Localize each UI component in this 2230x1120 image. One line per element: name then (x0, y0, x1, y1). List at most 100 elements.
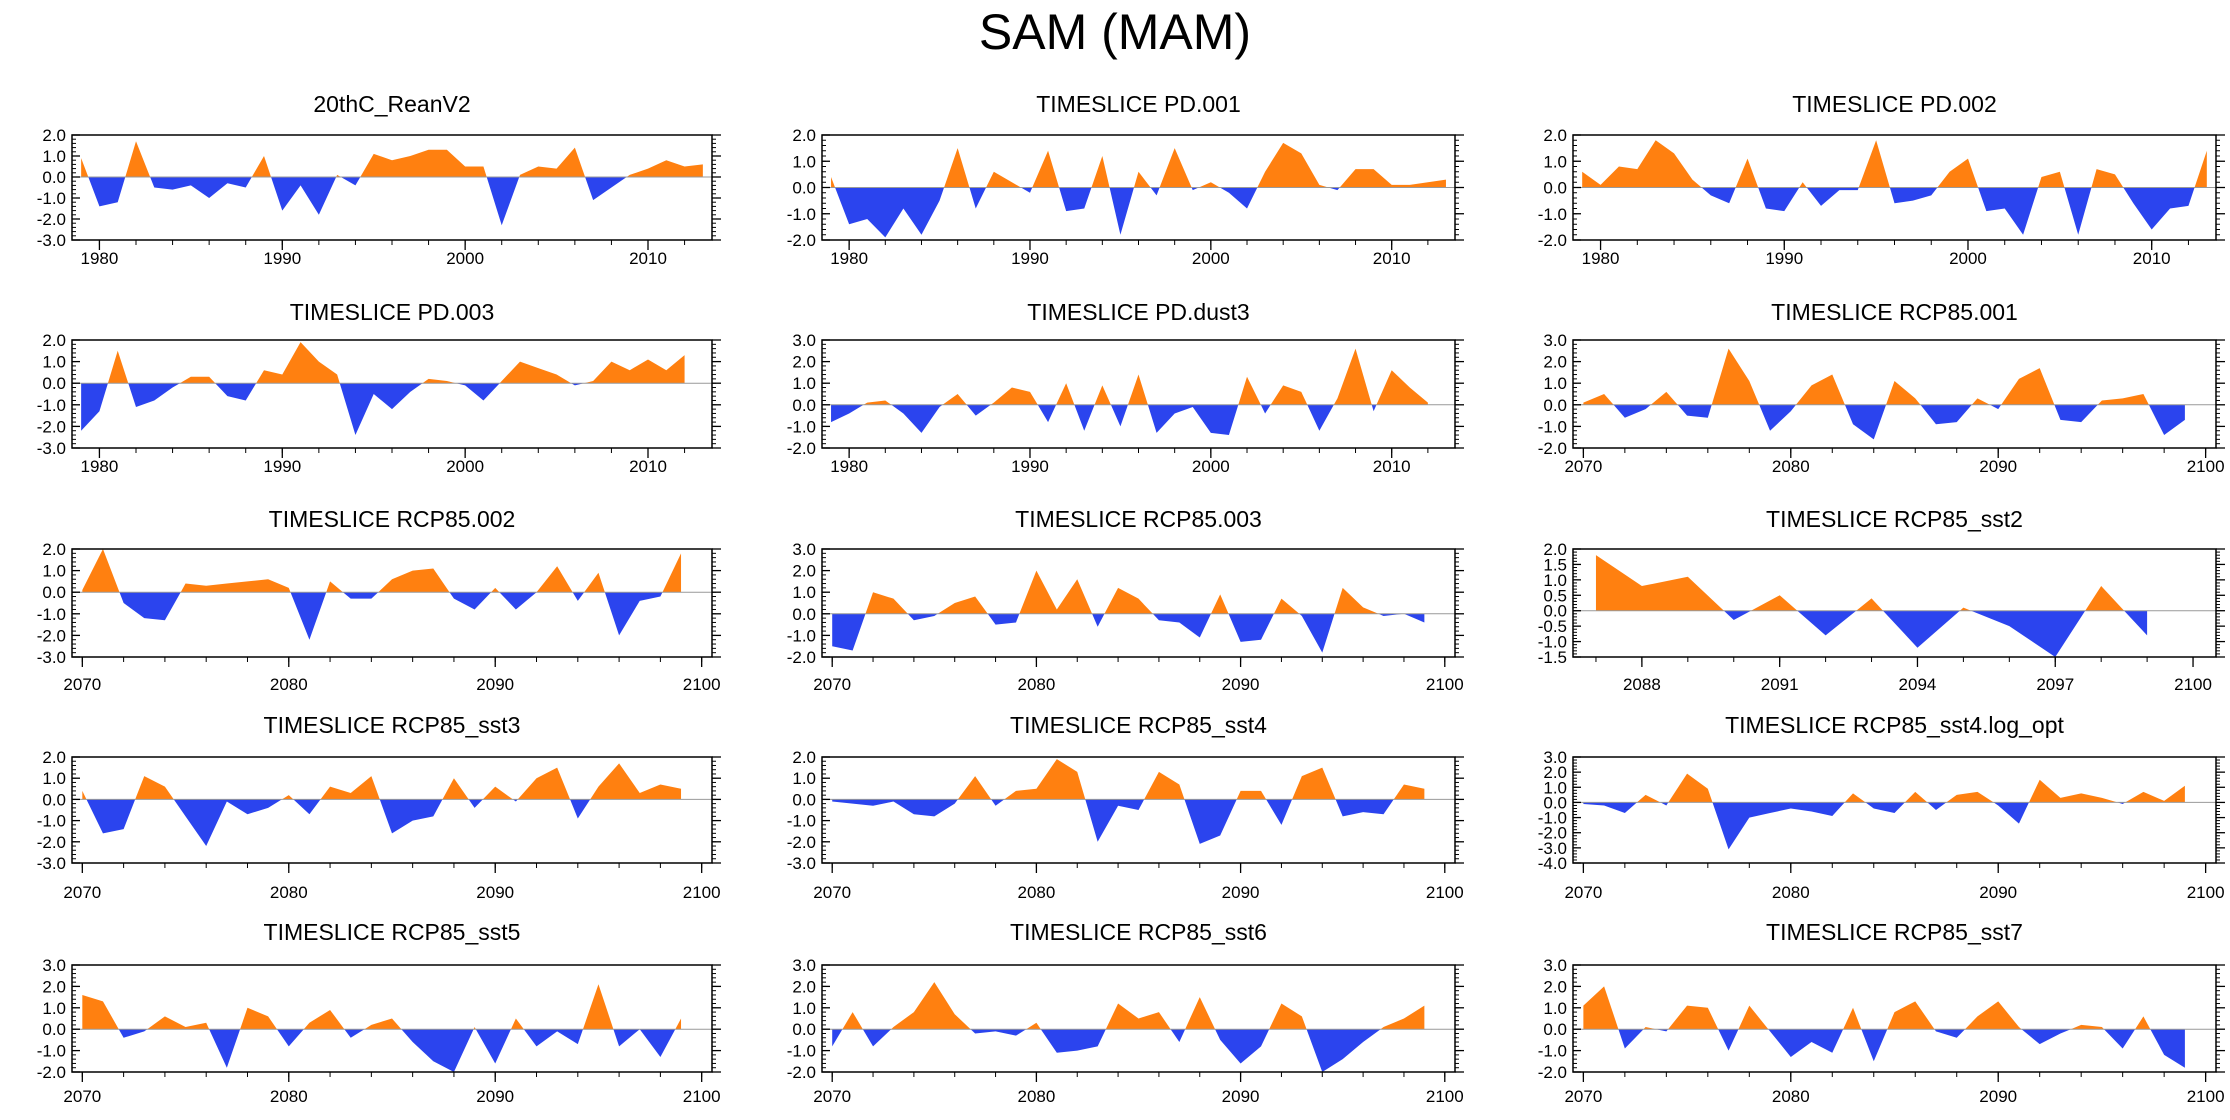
y-tick-label: -2.0 (37, 626, 66, 645)
x-tick-label: 2100 (2187, 1087, 2225, 1106)
positive-area (1595, 555, 2148, 611)
x-tick-label: 2097 (2036, 675, 2074, 694)
y-tick-label: -3.0 (787, 854, 816, 873)
positive-area (82, 984, 682, 1030)
chart-title: TIMESLICE RCP85_sst4.log_opt (1725, 712, 2064, 738)
y-tick-label: -2.0 (787, 1063, 816, 1082)
positive-area (81, 342, 685, 384)
x-tick-label: 2000 (446, 457, 484, 476)
chart-title: TIMESLICE PD.001 (1036, 91, 1241, 117)
y-tick-label: 0.0 (42, 374, 66, 393)
y-tick-label: 1.0 (1543, 999, 1567, 1018)
x-tick-label: 2100 (1426, 1087, 1464, 1106)
y-tick-label: 2.0 (792, 562, 816, 581)
x-tick-label: 2000 (446, 249, 484, 268)
chart-title: TIMESLICE RCP85_sst5 (264, 919, 521, 945)
x-tick-label: 1980 (81, 249, 119, 268)
page-title: SAM (MAM) (978, 4, 1252, 60)
chart-panel: TIMESLICE RCP85_sst2-1.5-1.0-0.50.00.51.… (1538, 506, 2225, 694)
x-tick-label: 1990 (1011, 457, 1049, 476)
y-tick-label: 1.0 (42, 999, 66, 1018)
negative-area (81, 383, 685, 436)
chart-panel: TIMESLICE RCP85.001 -2.0 -1.0 0.0 1.0 2.0 3.0 2… (1538, 299, 2225, 476)
x-tick-label: 2000 (1949, 249, 1987, 268)
plot-frame (71, 756, 713, 864)
y-tick-label: -3.0 (37, 231, 66, 250)
chart-title: TIMESLICE RCP85.003 (1015, 506, 1262, 532)
y-tick-label: 1.0 (42, 147, 66, 166)
chart-panel: TIMESLICE PD.003 -3.0 -2.0 -1.0 0.0 1.0 2.0 198… (37, 299, 721, 476)
y-tick-label: 0.0 (792, 1020, 816, 1039)
x-tick-label: 1980 (830, 249, 868, 268)
chart-panel: TIMESLICE RCP85_sst3 -3.0 -2.0 -1.0 0.0 1.0 2.… (37, 712, 721, 902)
negative-area (1582, 187, 2207, 235)
y-tick-label: 0.0 (1543, 602, 1567, 621)
x-tick-label: 2080 (1017, 883, 1055, 902)
negative-area (831, 404, 1428, 436)
positive-area (832, 570, 1425, 614)
y-tick-label: 3.0 (42, 956, 66, 975)
y-tick-label: 0.0 (792, 605, 816, 624)
chart-title: 20thC_ReanV2 (313, 91, 470, 117)
x-tick-label: 2080 (1017, 675, 1055, 694)
y-tick-label: -3.0 (37, 854, 66, 873)
chart-title: TIMESLICE RCP85_sst3 (264, 712, 521, 738)
y-tick-label: -3.0 (37, 648, 66, 667)
y-tick-label: -3.0 (1538, 839, 1567, 858)
positive-area (82, 763, 682, 800)
negative-area (82, 592, 682, 640)
y-tick-label: 1.0 (792, 583, 816, 602)
y-tick-label: -1.0 (787, 417, 816, 436)
y-tick-label: 1.0 (792, 374, 816, 393)
y-tick-label: 0.0 (1543, 179, 1567, 198)
chart-panel: TIMESLICE PD.002 -2.0 -1.0 0.0 1.0 2.0 1980 199… (1538, 91, 2225, 268)
x-tick-label: 2100 (2187, 457, 2225, 476)
x-tick-label: 2070 (813, 675, 851, 694)
y-tick-label: 1.0 (42, 353, 66, 372)
chart-title: TIMESLICE RCP85_sst2 (1766, 506, 2023, 532)
y-tick-label: 0.0 (42, 168, 66, 187)
y-tick-label: 2.0 (792, 126, 816, 145)
y-tick-label: 0.5 (1543, 586, 1567, 605)
x-tick-label: 2080 (270, 675, 308, 694)
y-tick-label: 1.5 (1543, 555, 1567, 574)
x-tick-label: 2088 (1623, 675, 1661, 694)
y-tick-label: 0.0 (792, 790, 816, 809)
plot-frame (821, 756, 1456, 864)
positive-area (832, 982, 1425, 1030)
chart-panel: TIMESLICE PD.001 -2.0 -1.0 0.0 1.0 2.0 1980 199… (787, 91, 1464, 268)
negative-area (832, 1029, 1425, 1072)
chart-panel: TIMESLICE RCP85_sst7 -2.0 -1.0 0.0 1.0 2.0 3.0… (1538, 919, 2225, 1106)
y-tick-label: -1.0 (37, 812, 66, 831)
chart-title: TIMESLICE RCP85_sst7 (1766, 919, 2023, 945)
y-tick-label: 0.0 (1543, 1020, 1567, 1039)
y-tick-label: -1.0 (1538, 417, 1567, 436)
y-tick-label: 0.0 (792, 396, 816, 415)
y-tick-label: -1.0 (37, 605, 66, 624)
y-tick-label: 3.0 (792, 331, 816, 350)
negative-area (82, 799, 682, 847)
x-tick-label: 2070 (1564, 1087, 1602, 1106)
y-tick-label: 1.0 (792, 999, 816, 1018)
x-tick-label: 2070 (1564, 883, 1602, 902)
x-tick-label: 2010 (629, 249, 667, 268)
x-tick-label: 2070 (1564, 457, 1602, 476)
chart-panel: TIMESLICE RCP85_sst5 -2.0 -1.0 0.0 1.0 2.0 3.0… (37, 919, 721, 1106)
y-tick-label: -2.0 (1538, 439, 1567, 458)
plot-frame (1572, 339, 2217, 449)
negative-area (1583, 1029, 2185, 1068)
plot-frame (1572, 548, 2217, 658)
y-tick-label: 3.0 (1543, 331, 1567, 350)
plot-frame (71, 548, 713, 658)
y-tick-label: 2.0 (1543, 126, 1567, 145)
x-tick-label: 2080 (270, 883, 308, 902)
x-tick-label: 2090 (1979, 1087, 2017, 1106)
x-tick-label: 2010 (1373, 249, 1411, 268)
negative-area (1583, 802, 2185, 850)
x-tick-label: 1990 (1011, 249, 1049, 268)
y-tick-label: 3.0 (792, 540, 816, 559)
positive-area (82, 549, 682, 593)
y-tick-label: 0.0 (1543, 396, 1567, 415)
x-tick-label: 2000 (1192, 249, 1230, 268)
plot-frame (1572, 756, 2217, 864)
